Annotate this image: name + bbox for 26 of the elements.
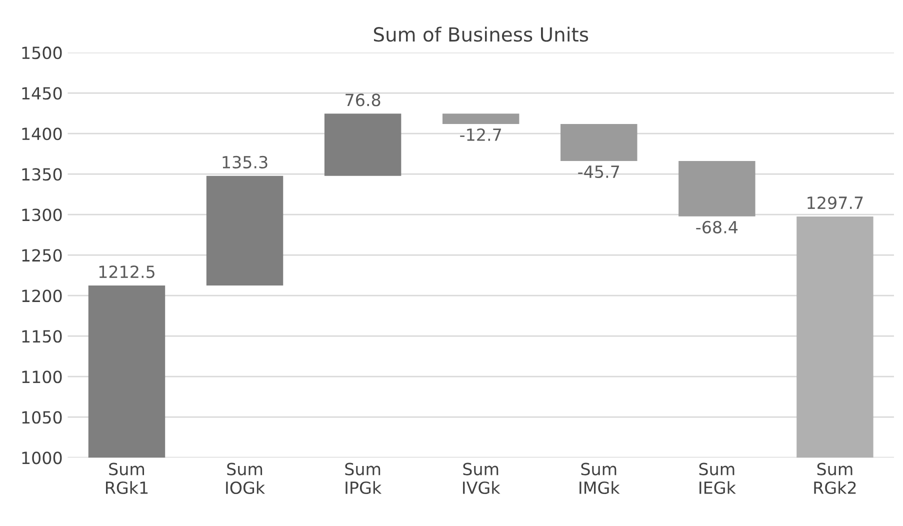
y-tick-label: 1150 — [22, 330, 62, 343]
data-label: 1212.5 — [99, 265, 154, 278]
data-label: -68.4 — [696, 220, 738, 234]
x-tick-label: Sum RGk1 — [106, 462, 148, 494]
data-label: 1297.7 — [808, 196, 863, 210]
y-tick-label: 1200 — [22, 290, 62, 302]
x-tick-label: Sum IMGk — [580, 462, 620, 494]
y-tick-label: 1400 — [22, 128, 62, 140]
y-tick-label: 1350 — [22, 168, 62, 181]
data-label: 76.8 — [346, 94, 380, 106]
y-tick-label: 1450 — [22, 87, 62, 100]
y-tick-label: 1250 — [22, 249, 62, 262]
y-tick-label: 1300 — [22, 208, 62, 222]
x-tick-label: Sum IOGk — [226, 462, 266, 494]
x-tick-label: Sum RGk2 — [814, 462, 856, 494]
y-tick-label: 1050 — [22, 411, 62, 424]
x-tick-label: Sum IPGk — [345, 462, 382, 494]
chart-title: Sum of Business Units — [374, 26, 588, 42]
y-tick-label: 1500 — [22, 46, 62, 60]
y-tick-label: 1000 — [22, 452, 62, 464]
data-label: -12.7 — [460, 128, 501, 141]
y-tick-label: 1100 — [22, 370, 62, 384]
data-label: 135.3 — [222, 156, 268, 168]
x-tick-label: Sum IEGk — [699, 462, 736, 494]
data-label: -45.7 — [578, 166, 620, 178]
x-tick-label: Sum IVGk — [463, 462, 500, 494]
